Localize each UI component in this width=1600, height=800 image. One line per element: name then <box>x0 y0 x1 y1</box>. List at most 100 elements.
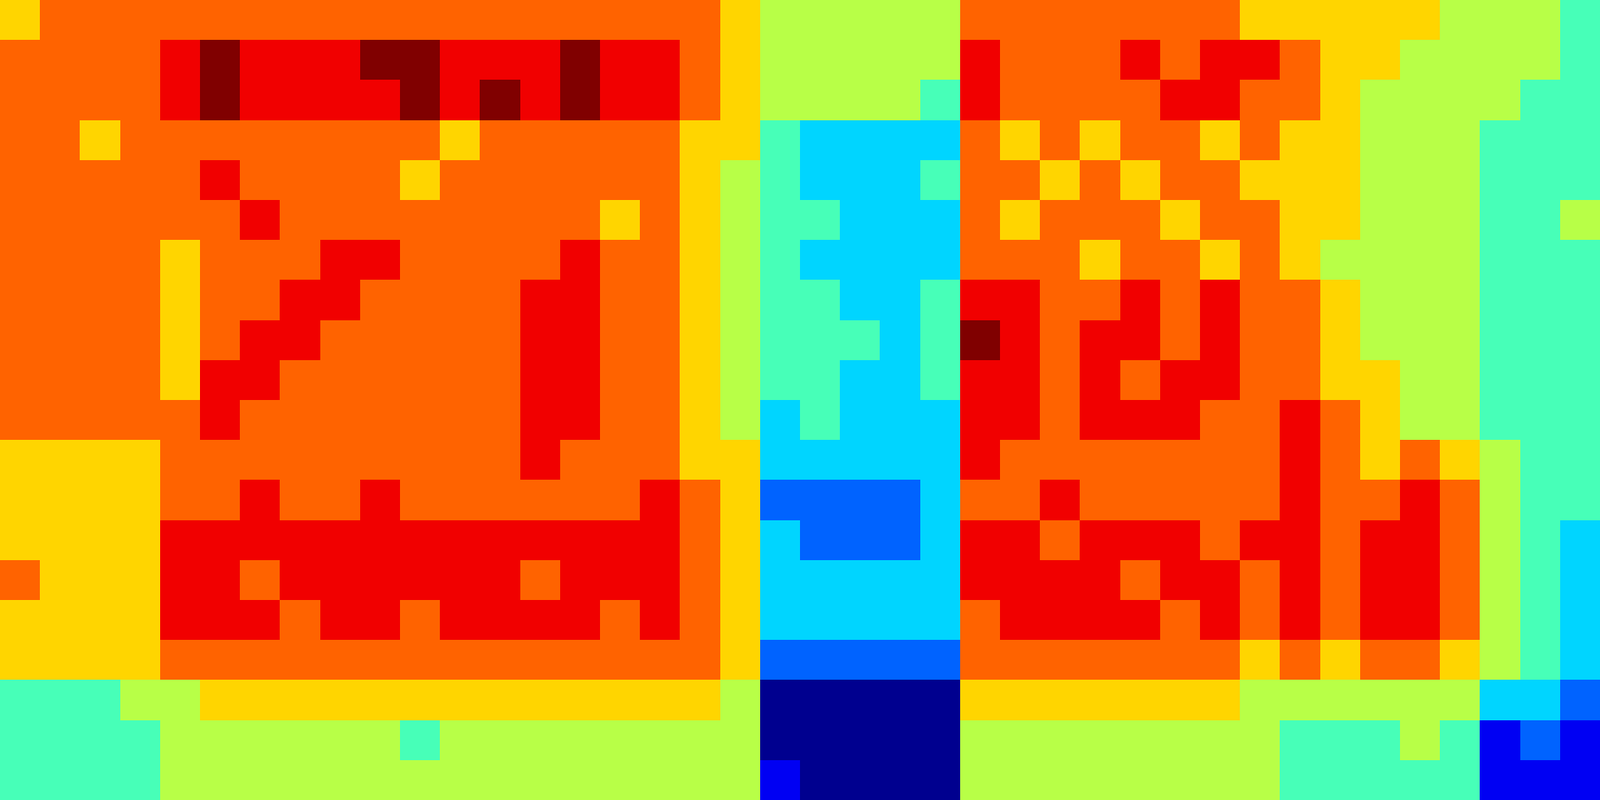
cell <box>200 320 241 361</box>
cell <box>320 479 361 521</box>
cell <box>1360 400 1401 441</box>
cell <box>1479 679 1521 721</box>
cell <box>839 400 881 441</box>
cell <box>1320 0 1361 41</box>
cell <box>760 679 801 721</box>
cell <box>1479 360 1521 401</box>
cell <box>239 520 281 561</box>
cell <box>1520 39 1561 81</box>
cell <box>360 0 401 41</box>
cell <box>1000 560 1041 601</box>
cell <box>360 400 401 441</box>
cell <box>279 560 321 601</box>
cell <box>39 720 81 761</box>
cell <box>1279 0 1321 41</box>
cell <box>239 239 281 281</box>
cell <box>1279 479 1321 521</box>
cell <box>1479 120 1521 161</box>
cell <box>1200 639 1241 681</box>
cell <box>320 400 361 441</box>
cell <box>1560 0 1600 41</box>
cell <box>600 600 641 641</box>
cell <box>239 360 281 401</box>
cell <box>679 360 721 401</box>
cell <box>639 639 681 681</box>
cell <box>79 679 121 721</box>
cell <box>439 360 481 401</box>
cell <box>839 320 881 361</box>
cell <box>1520 479 1561 521</box>
cell <box>1039 439 1081 481</box>
cell <box>1239 639 1281 681</box>
cell <box>200 79 241 121</box>
cell <box>360 639 401 681</box>
cell <box>879 239 921 281</box>
cell <box>439 239 481 281</box>
cell <box>160 760 201 800</box>
cell <box>679 520 721 561</box>
cell <box>79 479 121 521</box>
cell <box>39 120 81 161</box>
cell <box>1439 0 1481 41</box>
cell <box>1320 520 1361 561</box>
cell <box>960 39 1001 81</box>
cell <box>839 639 881 681</box>
cell <box>800 439 841 481</box>
cell <box>920 160 961 201</box>
cell <box>39 600 81 641</box>
cell <box>679 679 721 721</box>
cell <box>120 400 161 441</box>
cell <box>1439 39 1481 81</box>
cell <box>720 760 761 800</box>
cell <box>0 200 41 241</box>
cell <box>1079 760 1121 800</box>
cell <box>1000 520 1041 561</box>
cell <box>400 720 441 761</box>
cell <box>679 479 721 521</box>
cell <box>1560 400 1600 441</box>
cell <box>800 79 841 121</box>
cell <box>1039 160 1081 201</box>
cell <box>1200 120 1241 161</box>
cell <box>800 560 841 601</box>
cell <box>639 0 681 41</box>
cell <box>800 360 841 401</box>
cell <box>600 120 641 161</box>
cell <box>920 520 961 561</box>
cell <box>160 160 201 201</box>
cell <box>560 360 601 401</box>
cell <box>1039 279 1081 321</box>
cell <box>1200 200 1241 241</box>
cell <box>1520 639 1561 681</box>
cell <box>760 400 801 441</box>
cell <box>479 320 521 361</box>
cell <box>79 200 121 241</box>
cell <box>600 160 641 201</box>
cell <box>200 200 241 241</box>
cell <box>1160 320 1201 361</box>
cell <box>1120 560 1161 601</box>
cell <box>1560 200 1600 241</box>
cell <box>520 600 561 641</box>
cell <box>639 520 681 561</box>
cell <box>360 560 401 601</box>
cell <box>920 39 961 81</box>
cell <box>1239 79 1281 121</box>
cell <box>279 760 321 800</box>
cell <box>679 720 721 761</box>
cell <box>720 520 761 561</box>
cell <box>200 239 241 281</box>
cell <box>79 560 121 601</box>
cell <box>279 279 321 321</box>
cell <box>960 720 1001 761</box>
cell <box>439 79 481 121</box>
cell <box>879 720 921 761</box>
cell <box>120 320 161 361</box>
cell <box>1160 400 1201 441</box>
cell <box>1320 239 1361 281</box>
cell <box>839 760 881 800</box>
cell <box>400 400 441 441</box>
cell <box>760 439 801 481</box>
cell <box>0 79 41 121</box>
cell <box>400 120 441 161</box>
